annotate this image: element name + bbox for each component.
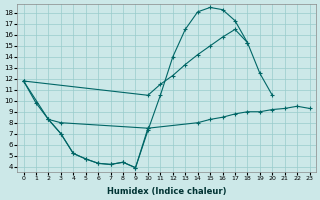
X-axis label: Humidex (Indice chaleur): Humidex (Indice chaleur) bbox=[107, 187, 226, 196]
